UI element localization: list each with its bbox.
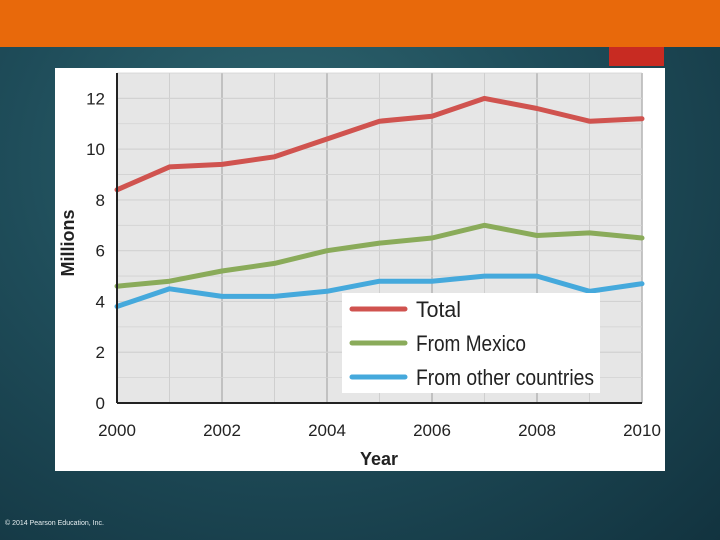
- x-tick-label: 2000: [98, 421, 136, 440]
- x-tick-label: 2006: [413, 421, 451, 440]
- y-tick-label: 12: [86, 89, 105, 108]
- legend-label: Total: [416, 297, 461, 322]
- x-tick-label: 2010: [623, 421, 661, 440]
- chart-card: 0 2 4 6 8 10 12 2000 2002 2004 2006 2008 2010 Milli…: [55, 68, 665, 471]
- accent-block: [609, 47, 664, 66]
- series-line-from-other-countries: [114, 273, 645, 309]
- y-axis-title: Millions: [58, 210, 78, 277]
- legend: Total From Mexico From other countries: [342, 293, 600, 393]
- x-tick-labels: 2000 2002 2004 2006 2008 2010: [98, 421, 661, 440]
- x-tick-label: 2008: [518, 421, 556, 440]
- title-bar: [0, 0, 720, 47]
- y-tick-label: 2: [96, 343, 105, 362]
- y-tick-label: 10: [86, 140, 105, 159]
- x-axis-title: Year: [360, 449, 398, 469]
- y-tick-label: 6: [96, 242, 105, 261]
- series-layer: [114, 95, 645, 309]
- legend-label: From other countries: [416, 365, 594, 390]
- line-chart: 0 2 4 6 8 10 12 2000 2002 2004 2006 2008 2010 Milli…: [58, 72, 661, 469]
- series-line-total: [114, 95, 645, 193]
- x-tick-label: 2002: [203, 421, 241, 440]
- legend-label: From Mexico: [416, 331, 526, 356]
- y-tick-label: 4: [96, 292, 105, 311]
- copyright-notice: © 2014 Pearson Education, Inc.: [5, 520, 104, 527]
- y-tick-label: 8: [96, 191, 105, 210]
- y-tick-labels: 0 2 4 6 8 10 12: [86, 89, 105, 413]
- x-tick-label: 2004: [308, 421, 346, 440]
- series-line-from-mexico: [114, 222, 645, 289]
- y-tick-label: 0: [96, 394, 105, 413]
